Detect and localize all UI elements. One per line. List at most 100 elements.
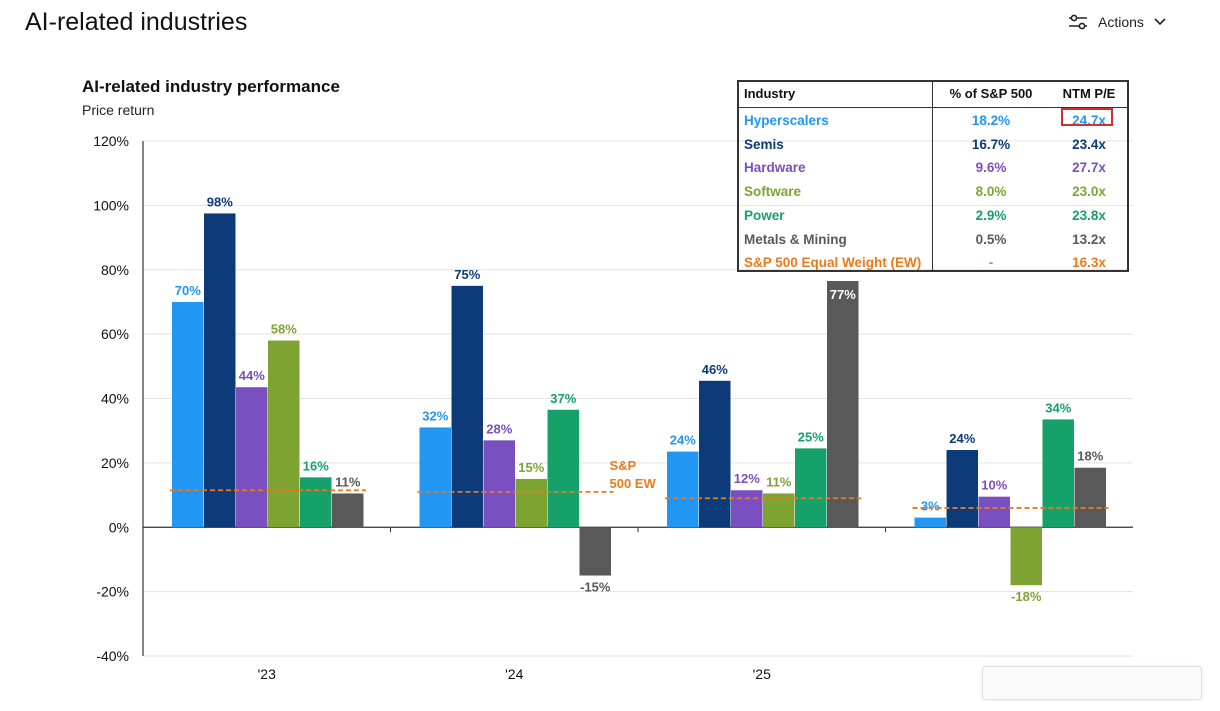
table-header-divider <box>739 107 1127 108</box>
table-row: S&P 500 Equal Weight (EW) - 16.3x <box>739 251 1127 275</box>
chart-title: AI-related industry performance <box>82 77 340 96</box>
bar <box>1042 419 1074 528</box>
industry-table: Industry % of S&P 500 NTM P/E Hyperscale… <box>737 80 1129 272</box>
data-label: -15% <box>580 580 611 595</box>
data-label: 16% <box>303 458 329 473</box>
y-tick-label: 60% <box>101 326 129 342</box>
table-cell-industry: Metals & Mining <box>744 231 847 247</box>
data-label: 46% <box>702 362 728 377</box>
table-cell-pct: 16.7% <box>971 136 1011 152</box>
bar <box>483 440 515 528</box>
data-label: 3% <box>921 499 940 514</box>
data-label: 58% <box>271 322 297 337</box>
bar <box>172 301 204 528</box>
table-row: Hyperscalers 18.2% 24.7x <box>739 109 1127 133</box>
table-header-industry: Industry <box>744 86 796 101</box>
bar <box>547 409 579 528</box>
actions-button[interactable]: Actions <box>1068 14 1166 30</box>
reference-line-label: S&P <box>610 458 637 473</box>
data-label: 10% <box>981 478 1007 493</box>
bar <box>978 496 1010 528</box>
data-label: 32% <box>422 408 448 423</box>
y-tick-label: 40% <box>101 391 129 407</box>
table-cell-industry: Software <box>744 184 802 200</box>
bar <box>204 213 236 528</box>
bar <box>1010 527 1042 586</box>
table-cell-pe: 27.7x <box>1072 160 1106 176</box>
table-cell-pe: 23.0x <box>1072 184 1106 200</box>
data-label: 98% <box>207 194 233 209</box>
data-label: 25% <box>798 429 824 444</box>
table-cell-pe: 16.3x <box>1072 255 1106 271</box>
data-label: 34% <box>1045 400 1071 415</box>
table-row: Power 2.9% 23.8x <box>739 204 1127 228</box>
table-row: Metals & Mining 0.5% 13.2x <box>739 228 1127 252</box>
data-label: 77% <box>830 287 856 302</box>
reference-line-label: 500 EW <box>610 476 657 491</box>
data-label: 24% <box>670 433 696 448</box>
table-cell-pct: 2.9% <box>975 207 1007 223</box>
bar <box>300 477 332 528</box>
bar <box>268 340 300 528</box>
data-label: 37% <box>550 391 576 406</box>
chart-subtitle: Price return <box>82 102 155 118</box>
table-cell-pct: 18.2% <box>971 113 1011 128</box>
y-tick-label: 0% <box>109 519 129 535</box>
x-tick-label: '24 <box>505 666 523 682</box>
table-cell-pe: 23.4x <box>1072 136 1106 152</box>
table-column-divider <box>932 82 933 270</box>
bar <box>419 427 451 528</box>
data-label: 18% <box>1077 449 1103 464</box>
table-cell-pct: - <box>988 255 994 271</box>
table-cell-pct: 9.6% <box>975 160 1007 176</box>
table-row: Semis 16.7% 23.4x <box>739 133 1127 157</box>
y-tick-label: 120% <box>93 133 129 149</box>
data-label: 70% <box>175 283 201 298</box>
data-label: 11% <box>766 474 792 489</box>
table-cell-pe: 23.8x <box>1072 207 1106 223</box>
page-title: AI-related industries <box>25 8 248 36</box>
bar <box>699 380 731 528</box>
table-header-row: Industry % of S&P 500 NTM P/E <box>739 82 1127 106</box>
y-tick-label: -40% <box>96 648 129 664</box>
x-tick-label: '25 <box>753 666 771 682</box>
y-tick-label: -20% <box>96 584 129 600</box>
y-tick-label: 100% <box>93 197 129 213</box>
bar <box>579 527 611 576</box>
highlight-box <box>1061 108 1113 126</box>
data-label: 28% <box>486 421 512 436</box>
data-label: 44% <box>239 368 265 383</box>
table-cell-pct: 0.5% <box>975 231 1007 247</box>
bar <box>914 517 946 528</box>
data-label: -18% <box>1011 589 1042 604</box>
table-row: Hardware 9.6% 27.7x <box>739 156 1127 180</box>
image-scroll-strip[interactable] <box>982 666 1202 700</box>
table-cell-industry: Power <box>744 207 785 223</box>
x-tick-label: '23 <box>258 666 276 682</box>
table-row: Software 8.0% 23.0x <box>739 180 1127 204</box>
data-label: 75% <box>454 267 480 282</box>
bar <box>667 451 699 528</box>
table-header-pct: % of S&P 500 <box>949 86 1033 101</box>
bar <box>795 448 827 528</box>
bar <box>515 478 547 528</box>
bar <box>1074 467 1106 528</box>
table-header-pe: NTM P/E <box>1062 86 1116 101</box>
bar <box>332 493 364 528</box>
y-tick-label: 20% <box>101 455 129 471</box>
chevron-down-icon <box>1154 18 1166 26</box>
table-cell-industry: S&P 500 Equal Weight (EW) <box>744 255 922 271</box>
actions-label: Actions <box>1098 14 1144 30</box>
bar <box>731 490 763 528</box>
table-cell-industry: Hyperscalers <box>744 113 829 128</box>
table-cell-pe: 13.2x <box>1072 231 1106 247</box>
data-label: 15% <box>518 460 544 475</box>
y-tick-label: 80% <box>101 262 129 278</box>
table-cell-industry: Semis <box>744 136 784 152</box>
table-cell-industry: Hardware <box>744 160 806 176</box>
bar <box>236 387 268 528</box>
table-cell-pct: 8.0% <box>975 184 1007 200</box>
bar <box>946 450 978 528</box>
data-label: 11% <box>335 474 361 489</box>
